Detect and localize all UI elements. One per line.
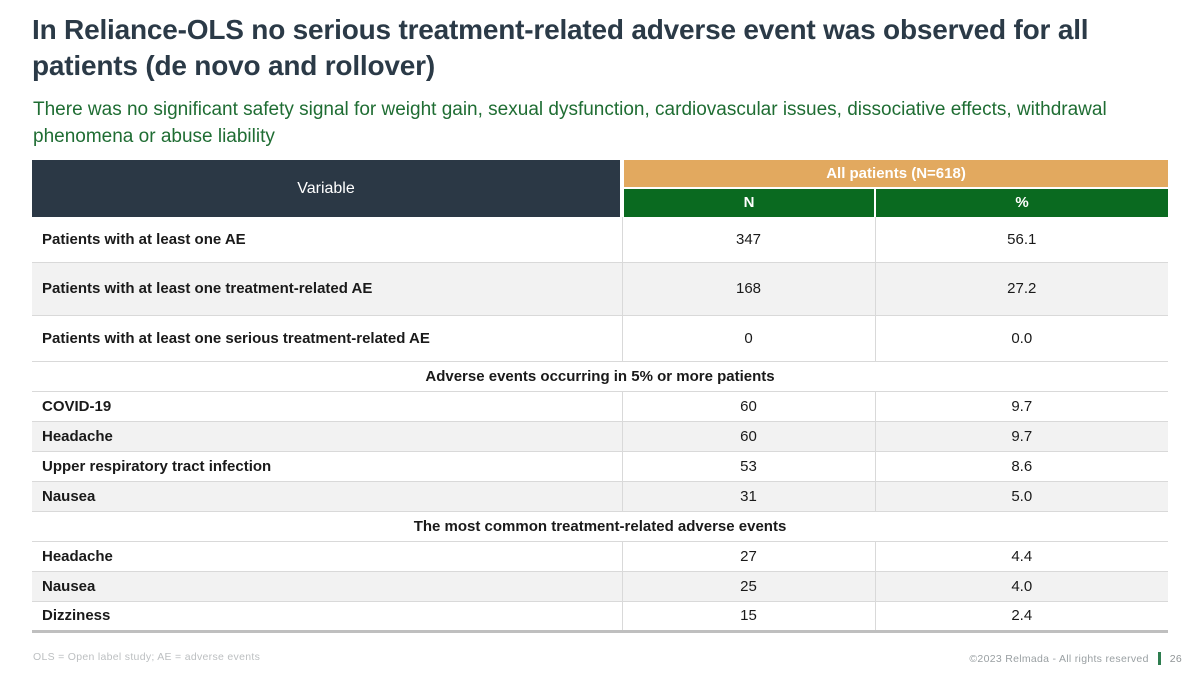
pct-cell: 9.7 bbox=[874, 391, 1168, 422]
section-row: The most common treatment-related advers… bbox=[32, 511, 1168, 542]
variable-cell: Patients with at least one serious treat… bbox=[32, 315, 622, 362]
all-patients-group-header: All patients (N=618) bbox=[622, 160, 1168, 189]
n-cell: 53 bbox=[621, 451, 875, 482]
n-cell: 25 bbox=[621, 571, 875, 602]
variable-cell: Dizziness bbox=[32, 601, 622, 633]
n-cell: 168 bbox=[621, 262, 875, 316]
table-row: Nausea 25 4.0 bbox=[32, 571, 1168, 602]
pct-cell: 4.0 bbox=[874, 571, 1168, 602]
n-column-header: N bbox=[622, 187, 875, 217]
section-row: Adverse events occurring in 5% or more p… bbox=[32, 361, 1168, 392]
section-header: Adverse events occurring in 5% or more p… bbox=[32, 361, 1168, 392]
pct-cell: 5.0 bbox=[874, 481, 1168, 512]
percent-column-header: % bbox=[874, 187, 1168, 217]
n-cell: 15 bbox=[621, 601, 875, 633]
slide-title: In Reliance-OLS no serious treatment-rel… bbox=[32, 14, 1089, 81]
adverse-events-table: Variable All patients (N=618) N % Patien… bbox=[32, 160, 1168, 633]
adverse-events-table-container: Variable All patients (N=618) N % Patien… bbox=[32, 160, 1168, 633]
table-header: Variable All patients (N=618) N % bbox=[32, 160, 1168, 217]
footer-right: ©2023 Relmada - All rights reserved 26 bbox=[969, 652, 1182, 665]
table-row: Patients with at least one AE 347 56.1 bbox=[32, 217, 1168, 263]
n-cell: 347 bbox=[621, 217, 875, 263]
variable-cell: COVID-19 bbox=[32, 391, 622, 422]
pct-cell: 4.4 bbox=[874, 541, 1168, 572]
variable-cell: Nausea bbox=[32, 481, 622, 512]
page-number: 26 bbox=[1169, 652, 1182, 665]
table-row: Headache 27 4.4 bbox=[32, 541, 1168, 572]
variable-cell: Patients with at least one treatment-rel… bbox=[32, 262, 622, 316]
pct-cell: 8.6 bbox=[874, 451, 1168, 482]
table-row: Dizziness 15 2.4 bbox=[32, 601, 1168, 633]
n-cell: 27 bbox=[621, 541, 875, 572]
slide-subtitle: There was no significant safety signal f… bbox=[33, 99, 1107, 147]
page-divider-bar bbox=[1157, 652, 1161, 665]
n-cell: 31 bbox=[621, 481, 875, 512]
pct-cell: 0.0 bbox=[874, 315, 1168, 362]
table-row: Headache 60 9.7 bbox=[32, 421, 1168, 452]
variable-cell: Upper respiratory tract infection bbox=[32, 451, 622, 482]
footer-abbreviations: OLS = Open label study; AE = adverse eve… bbox=[33, 651, 261, 663]
variable-cell: Nausea bbox=[32, 571, 622, 602]
table-row: Upper respiratory tract infection 53 8.6 bbox=[32, 451, 1168, 482]
table-row: Nausea 31 5.0 bbox=[32, 481, 1168, 512]
n-cell: 60 bbox=[621, 391, 875, 422]
table-row: Patients with at least one treatment-rel… bbox=[32, 262, 1168, 316]
pct-cell: 56.1 bbox=[874, 217, 1168, 263]
pct-cell: 27.2 bbox=[874, 262, 1168, 316]
table-row: Patients with at least one serious treat… bbox=[32, 315, 1168, 362]
variable-column-header: Variable bbox=[32, 160, 624, 217]
variable-cell: Headache bbox=[32, 421, 622, 452]
header-row-sub: N % bbox=[32, 187, 1168, 217]
section-header: The most common treatment-related advers… bbox=[32, 511, 1168, 542]
table-row: COVID-19 60 9.7 bbox=[32, 391, 1168, 422]
table-body: Patients with at least one AE 347 56.1 P… bbox=[32, 217, 1168, 633]
pct-cell: 2.4 bbox=[874, 601, 1168, 633]
n-cell: 60 bbox=[621, 421, 875, 452]
n-cell: 0 bbox=[621, 315, 875, 362]
copyright-text: ©2023 Relmada - All rights reserved bbox=[969, 652, 1149, 665]
pct-cell: 9.7 bbox=[874, 421, 1168, 452]
header-row-group: Variable All patients (N=618) bbox=[32, 160, 1168, 217]
variable-cell: Patients with at least one AE bbox=[32, 217, 622, 263]
variable-cell: Headache bbox=[32, 541, 622, 572]
